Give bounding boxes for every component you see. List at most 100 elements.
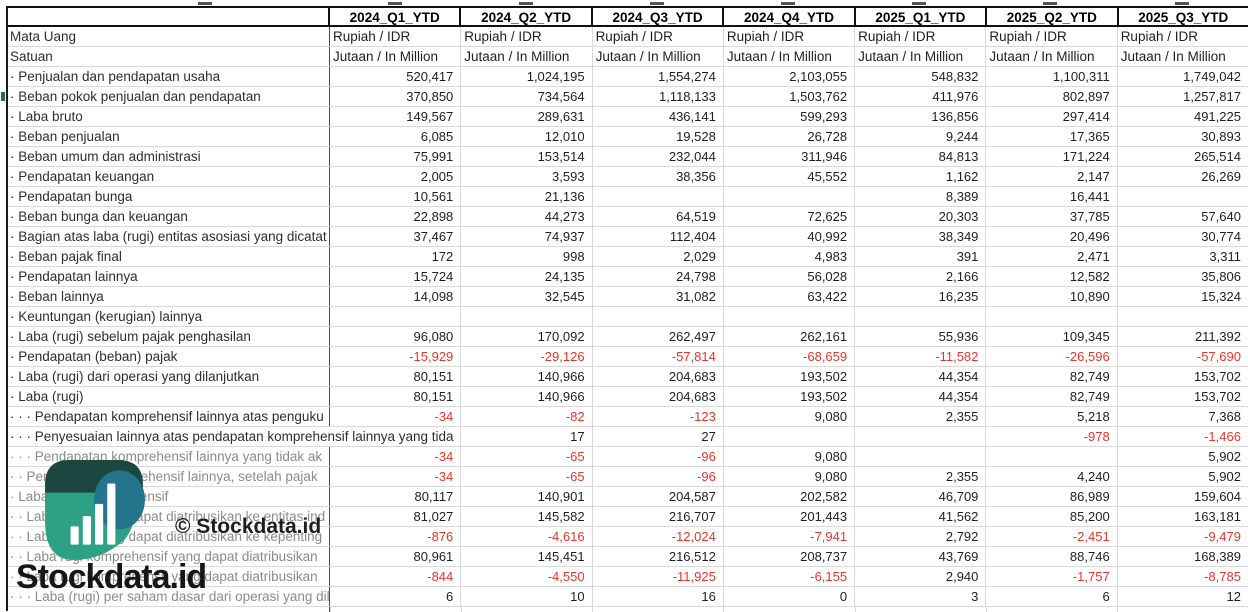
value-cell[interactable]: 1,749,042	[1116, 67, 1248, 86]
value-cell[interactable]: 4,240	[985, 467, 1116, 486]
value-cell[interactable]: 80,151	[413, 369, 454, 384]
value-cell[interactable]: 204,587	[591, 487, 723, 506]
value-cell[interactable]: -68,659	[722, 347, 854, 366]
value-cell[interactable]: 202,582	[722, 487, 854, 506]
row-label-cell[interactable]: · Penjualan dan pendapatan usaha	[6, 67, 330, 86]
row-label-cell[interactable]: · Laba (rugi)	[6, 387, 330, 406]
value-cell[interactable]: 9,080	[722, 407, 854, 426]
value-cell[interactable]: 75,991	[413, 149, 454, 164]
value-cell[interactable]: 12,582	[985, 267, 1116, 286]
value-cell[interactable]: Rupiah / IDR	[460, 27, 591, 46]
value-cell[interactable]: 491,225	[1116, 107, 1248, 126]
value-cell[interactable]: 30,774	[1116, 227, 1248, 246]
value-cell[interactable]: 208,737	[722, 547, 854, 566]
value-cell[interactable]: 6,085	[420, 129, 454, 144]
value-cell[interactable]: -4,616	[460, 527, 591, 546]
value-cell[interactable]: 4,983	[722, 247, 854, 266]
value-cell[interactable]: 193,502	[722, 387, 854, 406]
corner-header-cell[interactable]	[6, 8, 330, 25]
value-cell[interactable]: 57,640	[1116, 207, 1248, 226]
value-cell[interactable]: 27	[591, 427, 723, 446]
value-cell[interactable]: 56,028	[722, 267, 854, 286]
value-cell[interactable]: 140,966	[460, 387, 591, 406]
value-cell[interactable]: 1,100,311	[985, 67, 1116, 86]
value-cell[interactable]: 548,832	[854, 67, 985, 86]
value-cell[interactable]: 193,502	[722, 367, 854, 386]
value-cell[interactable]: 63,422	[722, 287, 854, 306]
value-cell[interactable]: 10	[460, 587, 591, 606]
row-label-cell[interactable]: · Beban lainnya	[6, 287, 330, 306]
value-cell[interactable]: 802,897	[985, 87, 1116, 106]
value-cell[interactable]: -9,479	[1116, 527, 1248, 546]
value-cell[interactable]: 20,496	[985, 227, 1116, 246]
value-cell[interactable]: 85,200	[985, 507, 1116, 526]
value-cell[interactable]: 35,806	[1116, 267, 1248, 286]
value-cell[interactable]	[722, 187, 854, 206]
row-label-cell[interactable]: · Pendapatan keuangan	[6, 167, 330, 186]
value-cell[interactable]	[854, 427, 985, 446]
row-label-cell[interactable]: · Beban pokok penjualan dan pendapatan	[6, 87, 330, 106]
value-cell[interactable]	[854, 447, 985, 466]
value-cell[interactable]	[985, 447, 1116, 466]
row-label-cell[interactable]: · Pendapatan (beban) pajak	[6, 347, 330, 366]
value-cell[interactable]: 2,103,055	[722, 67, 854, 86]
value-cell[interactable]: -29,126	[460, 347, 591, 366]
value-cell[interactable]: 15,324	[1116, 287, 1248, 306]
row-label-cell[interactable]: · Laba (rugi) sebelum pajak penghasilan	[6, 327, 330, 346]
row-label-cell[interactable]: · Beban penjualan	[6, 127, 330, 146]
column-header-cell[interactable]: 2024_Q1_YTD	[349, 10, 440, 25]
value-cell[interactable]: 436,141	[591, 107, 723, 126]
value-cell[interactable]: 5,902	[1116, 467, 1248, 486]
value-cell[interactable]: -96	[591, 467, 723, 486]
row-label-cell[interactable]: · Bagian atas laba (rugi) entitas asosia…	[6, 227, 330, 246]
value-cell[interactable]: 8,389	[854, 187, 985, 206]
value-cell[interactable]: Jutaan / In Million	[460, 47, 591, 66]
value-cell[interactable]: 172	[431, 249, 454, 264]
value-cell[interactable]: -34	[434, 409, 454, 424]
value-cell[interactable]: 171,224	[985, 147, 1116, 166]
value-cell[interactable]: 734,564	[460, 87, 591, 106]
value-cell[interactable]: 3,593	[460, 167, 591, 186]
value-cell[interactable]: -1,757	[985, 567, 1116, 586]
value-cell[interactable]: 38,349	[854, 227, 985, 246]
value-cell[interactable]: Jutaan / In Million	[333, 49, 439, 64]
value-cell[interactable]: 391	[854, 247, 985, 266]
value-cell[interactable]: -65	[460, 467, 591, 486]
value-cell[interactable]: 43,769	[854, 547, 985, 566]
value-cell[interactable]: 40,992	[722, 227, 854, 246]
value-cell[interactable]: 14,098	[413, 289, 454, 304]
value-cell[interactable]: Rupiah / IDR	[591, 27, 723, 46]
value-cell[interactable]: 2,355	[854, 407, 985, 426]
value-cell[interactable]: 109,345	[985, 327, 1116, 346]
value-cell[interactable]: 1,503,762	[722, 87, 854, 106]
value-cell[interactable]: 232,044	[591, 147, 723, 166]
value-cell[interactable]: 19,528	[591, 127, 723, 146]
row-label-cell[interactable]: · · · Penyesuaian lainnya atas pendapata…	[10, 429, 454, 444]
value-cell[interactable]: 2,166	[854, 267, 985, 286]
value-cell[interactable]: 16,235	[854, 287, 985, 306]
row-label-cell[interactable]: · · Laba rugi komprehensif yang dapat di…	[6, 567, 330, 586]
value-cell[interactable]: 145,582	[460, 507, 591, 526]
value-cell[interactable]: 6	[985, 587, 1116, 606]
value-cell[interactable]: 289,631	[460, 107, 591, 126]
value-cell[interactable]: 20,303	[854, 207, 985, 226]
value-cell[interactable]: 170,092	[460, 327, 591, 346]
value-cell[interactable]: 17	[460, 427, 591, 446]
value-cell[interactable]: 599,293	[722, 107, 854, 126]
value-cell[interactable]: 64,519	[591, 207, 723, 226]
value-cell[interactable]: -11,582	[854, 347, 985, 366]
value-cell[interactable]: 140,966	[460, 367, 591, 386]
value-cell[interactable]: 998	[460, 247, 591, 266]
value-cell[interactable]: Jutaan / In Million	[1116, 47, 1248, 66]
column-header-cell[interactable]: 2024_Q3_YTD	[590, 8, 722, 25]
value-cell[interactable]: -57,814	[591, 347, 723, 366]
value-cell[interactable]: 17,365	[985, 127, 1116, 146]
value-cell[interactable]: 44,354	[854, 387, 985, 406]
value-cell[interactable]: 12,010	[460, 127, 591, 146]
value-cell[interactable]: 21,136	[460, 187, 591, 206]
value-cell[interactable]: -4,550	[460, 567, 591, 586]
value-cell[interactable]: Rupiah / IDR	[854, 27, 985, 46]
value-cell[interactable]: 5,902	[1116, 447, 1248, 466]
value-cell[interactable]: 31,082	[591, 287, 723, 306]
value-cell[interactable]: 153,702	[1116, 387, 1248, 406]
